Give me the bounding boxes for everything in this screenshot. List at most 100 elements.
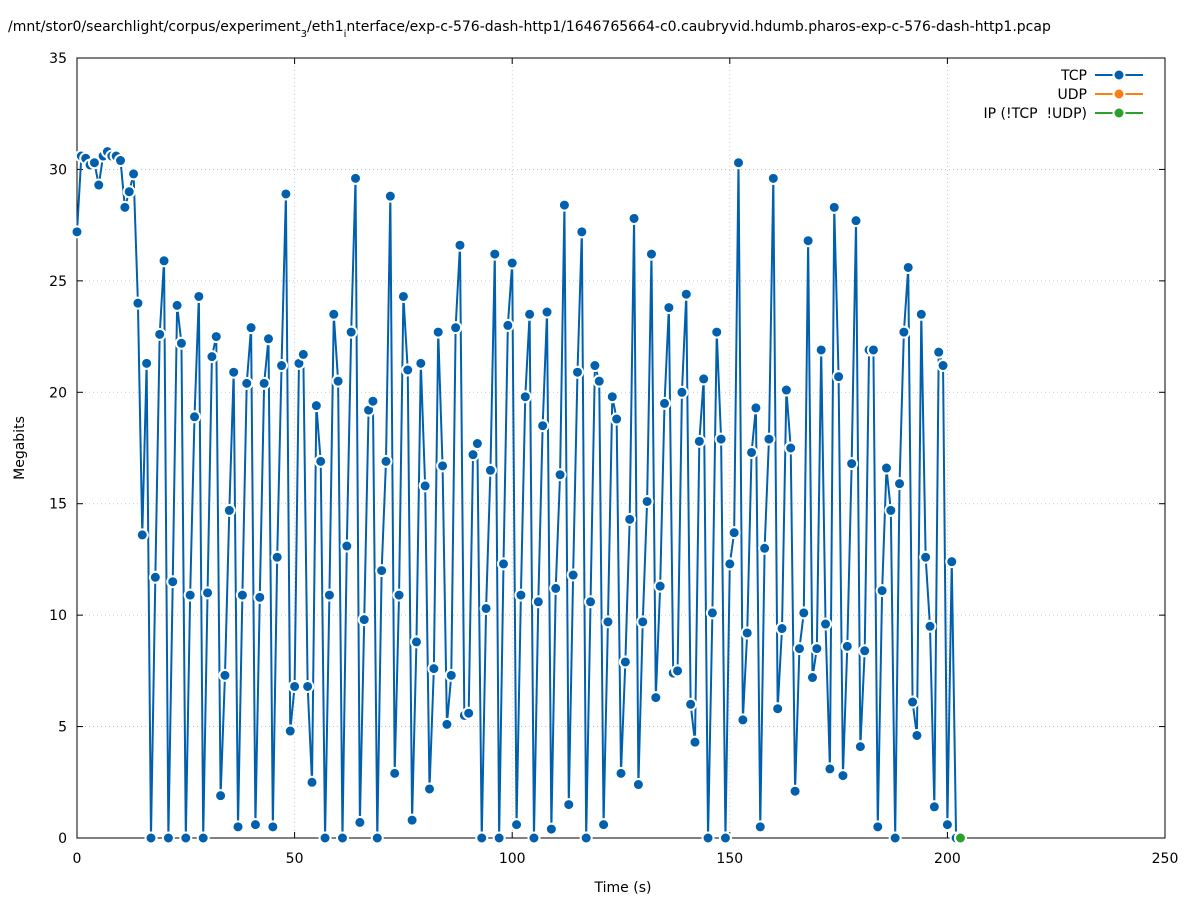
data-point [771, 702, 785, 716]
data-point [270, 550, 284, 564]
data-point [296, 347, 310, 361]
data-point [540, 305, 554, 319]
data-point [797, 606, 811, 620]
data-point [444, 668, 458, 682]
data-point [344, 325, 358, 339]
data-point [166, 575, 180, 589]
data-point [784, 441, 798, 455]
data-point [309, 399, 323, 413]
data-point [827, 200, 841, 214]
data-point [932, 345, 946, 359]
data-point [675, 385, 689, 399]
data-point [897, 325, 911, 339]
y-tick-label: 35 [49, 51, 67, 67]
data-point [853, 740, 867, 754]
data-point [832, 370, 846, 384]
data-point [314, 454, 328, 468]
data-point [327, 307, 341, 321]
data-point [148, 570, 162, 584]
data-point [518, 390, 532, 404]
data-point [584, 595, 598, 609]
data-point [636, 615, 650, 629]
data-point [736, 713, 750, 727]
data-point [814, 343, 828, 357]
data-point [174, 336, 188, 350]
data-point [401, 363, 415, 377]
data-point [483, 463, 497, 477]
data-point [566, 568, 580, 582]
data-point [418, 479, 432, 493]
data-point [449, 321, 463, 335]
chart-title: /mnt/stor0/searchlight/corpus/experiment… [8, 19, 1051, 40]
data-point [836, 769, 850, 783]
data-point [884, 503, 898, 517]
data-point [749, 401, 763, 415]
data-point [462, 706, 476, 720]
data-point [331, 374, 345, 388]
data-point [388, 766, 402, 780]
data-point [940, 818, 954, 832]
data-point [901, 260, 915, 274]
data-point [127, 167, 141, 181]
data-point [179, 831, 193, 845]
legend-marker [1112, 106, 1126, 120]
data-point [710, 325, 724, 339]
legend-label: IP (!TCP !UDP) [984, 106, 1088, 122]
data-point [170, 298, 184, 312]
data-point [888, 831, 902, 845]
data-point [118, 200, 132, 214]
data-point [375, 564, 389, 578]
data-point [423, 782, 437, 796]
data-point [805, 671, 819, 685]
data-point [122, 185, 136, 199]
x-tick-label: 250 [1152, 851, 1179, 867]
data-point [631, 778, 645, 792]
data-point [553, 468, 567, 482]
data-point [727, 526, 741, 540]
data-point [653, 579, 667, 593]
data-point [244, 321, 258, 335]
data-point [70, 225, 84, 239]
data-point [231, 820, 245, 834]
data-point [479, 601, 493, 615]
data-point [588, 359, 602, 373]
data-point [318, 831, 332, 845]
data-point [288, 679, 302, 693]
data-point [266, 820, 280, 834]
data-point [871, 820, 885, 834]
y-tick-label: 5 [58, 720, 67, 736]
data-point [701, 831, 715, 845]
data-point [679, 287, 693, 301]
data-point [775, 622, 789, 636]
data-point [205, 350, 219, 364]
data-point [936, 359, 950, 373]
data-point [919, 550, 933, 564]
series-line [76, 150, 958, 839]
x-tick-label: 0 [73, 851, 82, 867]
data-point [475, 831, 489, 845]
data-point [953, 831, 967, 845]
data-point [92, 178, 106, 192]
data-point [431, 325, 445, 339]
data-point [505, 256, 519, 270]
data-point [570, 365, 584, 379]
data-point [945, 555, 959, 569]
y-tick-label: 20 [49, 385, 67, 401]
data-point [575, 225, 589, 239]
data-point [610, 412, 624, 426]
data-point [275, 359, 289, 373]
data-point [261, 332, 275, 346]
data-point [762, 432, 776, 446]
data-point [196, 831, 210, 845]
y-tick-label: 25 [49, 274, 67, 290]
data-point [253, 590, 267, 604]
data-point [135, 528, 149, 542]
data-point [893, 477, 907, 491]
plot-frame [76, 57, 1166, 839]
data-point [514, 588, 528, 602]
data-point [688, 735, 702, 749]
data-point [910, 728, 924, 742]
data-point [396, 289, 410, 303]
data-point [218, 668, 232, 682]
